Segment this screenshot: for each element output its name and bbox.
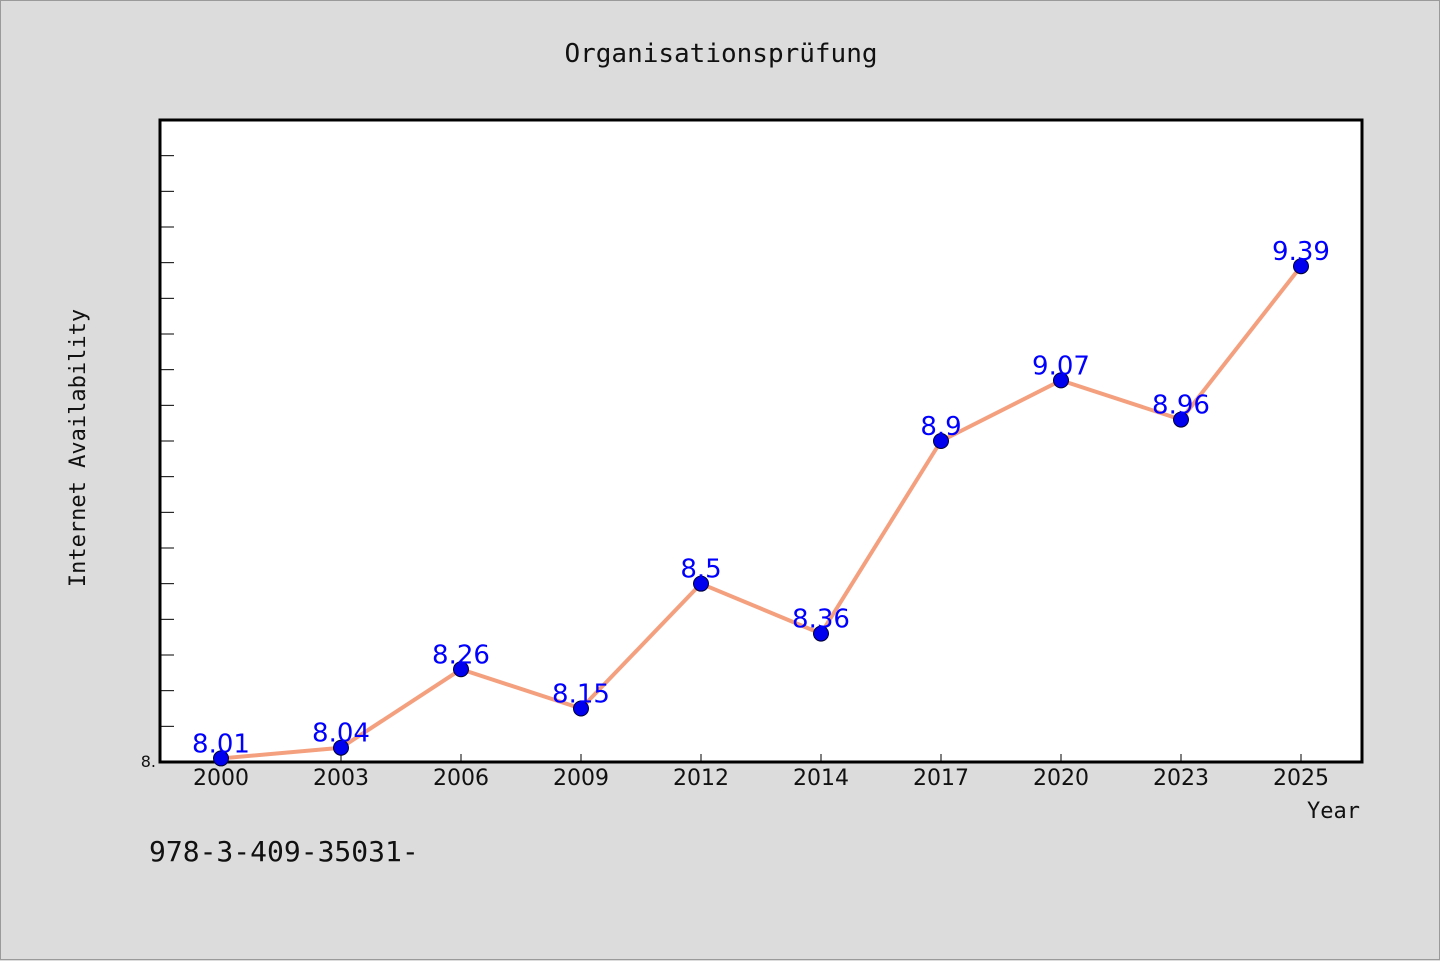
data-label: 9.07 xyxy=(1032,351,1090,381)
data-point xyxy=(1293,258,1309,275)
x-axis-tick-label: 2014 xyxy=(793,766,849,791)
data-label: 8.15 xyxy=(552,680,610,710)
y-axis-title: Internet Availability xyxy=(66,309,91,587)
y-axis-ticks xyxy=(160,155,174,727)
x-axis-ticks: 2000 2003 2006 2009 2012 2014 2017 2020 2023 2025 xyxy=(193,754,1329,791)
data-point xyxy=(573,700,589,717)
plot-area xyxy=(158,118,1364,764)
x-axis-title: Year xyxy=(1307,799,1360,824)
isbn-footer-text: 978-3-409-35031- xyxy=(149,835,419,868)
x-axis-tick-label: 2006 xyxy=(433,766,489,791)
x-axis-tick-label: 2003 xyxy=(313,766,369,791)
data-point xyxy=(813,625,829,642)
x-axis-tick-label: 2000 xyxy=(193,766,249,791)
data-point xyxy=(333,739,349,756)
chart-title: Organisationsprüfung xyxy=(564,39,877,69)
data-point xyxy=(213,750,229,767)
data-label: 8.26 xyxy=(432,640,490,670)
series-line xyxy=(219,264,1303,761)
data-label: 8.04 xyxy=(312,719,370,749)
y-axis-tick-label: 8. xyxy=(141,752,156,771)
x-axis-tick-label: 2009 xyxy=(553,766,609,791)
x-axis-tick-label: 2017 xyxy=(913,766,969,791)
data-point xyxy=(1053,372,1069,389)
data-point xyxy=(933,433,949,449)
x-axis-tick-label: 2023 xyxy=(1153,766,1209,791)
data-point xyxy=(453,661,469,678)
data-label: 8.01 xyxy=(192,729,250,759)
data-label: 8.5 xyxy=(680,555,721,585)
data-label: 8.36 xyxy=(792,605,850,635)
data-label: 8.9 xyxy=(920,412,961,442)
x-axis-tick-label: 2020 xyxy=(1033,766,1089,791)
data-point xyxy=(1173,411,1189,428)
x-axis-tick-label: 2025 xyxy=(1273,766,1329,791)
data-label: 8.96 xyxy=(1152,391,1210,421)
data-label: 9.39 xyxy=(1272,237,1330,267)
data-point xyxy=(693,575,709,592)
x-axis-tick-label: 2012 xyxy=(673,766,729,791)
series-layer: 8.01 8.04 8.26 8.15 8.5 8.36 8.9 9.07 8.96 9.39 xyxy=(192,237,1330,767)
